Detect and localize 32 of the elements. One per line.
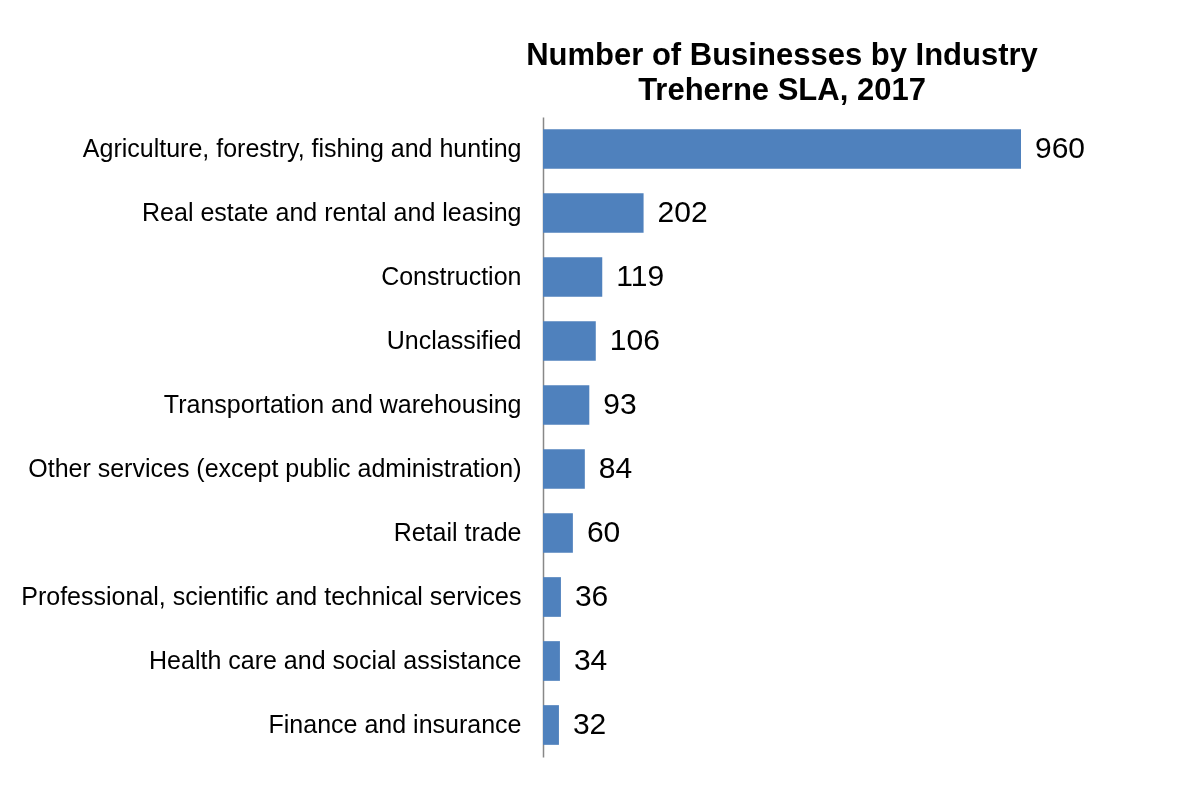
data-label: 106 xyxy=(609,323,660,356)
data-label: 202 xyxy=(657,195,708,228)
y-tick-label: Real estate and rental and leasing xyxy=(142,198,522,226)
y-tick-label: Construction xyxy=(381,262,522,290)
y-tick-label: Health care and social assistance xyxy=(149,646,522,674)
data-label: 36 xyxy=(574,579,609,612)
bar xyxy=(543,385,590,425)
data-label: 60 xyxy=(586,515,621,548)
bar xyxy=(543,129,1021,169)
bar xyxy=(543,641,560,681)
data-label: 84 xyxy=(598,451,633,484)
data-label: 960 xyxy=(1035,131,1086,164)
y-tick-label: Retail trade xyxy=(393,518,522,546)
y-tick-label: Other services (except public administration) xyxy=(28,454,522,482)
bar xyxy=(543,513,573,553)
y-tick-label: Agriculture, forestry, fishing and hunting xyxy=(82,134,522,162)
bar xyxy=(543,257,603,297)
chart-subtitle: Treherne SLA, 2017 xyxy=(638,72,926,107)
bar xyxy=(543,577,561,617)
data-label: 93 xyxy=(603,387,637,420)
y-tick-label: Professional, scientific and technical services xyxy=(21,582,522,610)
bar xyxy=(543,193,644,233)
data-label: 119 xyxy=(616,259,665,292)
data-label: 32 xyxy=(572,707,607,740)
y-tick-label: Finance and insurance xyxy=(268,710,522,738)
bar xyxy=(543,705,559,745)
bar xyxy=(543,449,585,489)
data-label: 34 xyxy=(573,643,608,676)
y-tick-label: Unclassified xyxy=(386,326,522,354)
y-tick-label: Transportation and warehousing xyxy=(163,390,522,418)
chart-title: Number of Businesses by Industry xyxy=(526,37,1039,72)
bar xyxy=(543,321,596,361)
